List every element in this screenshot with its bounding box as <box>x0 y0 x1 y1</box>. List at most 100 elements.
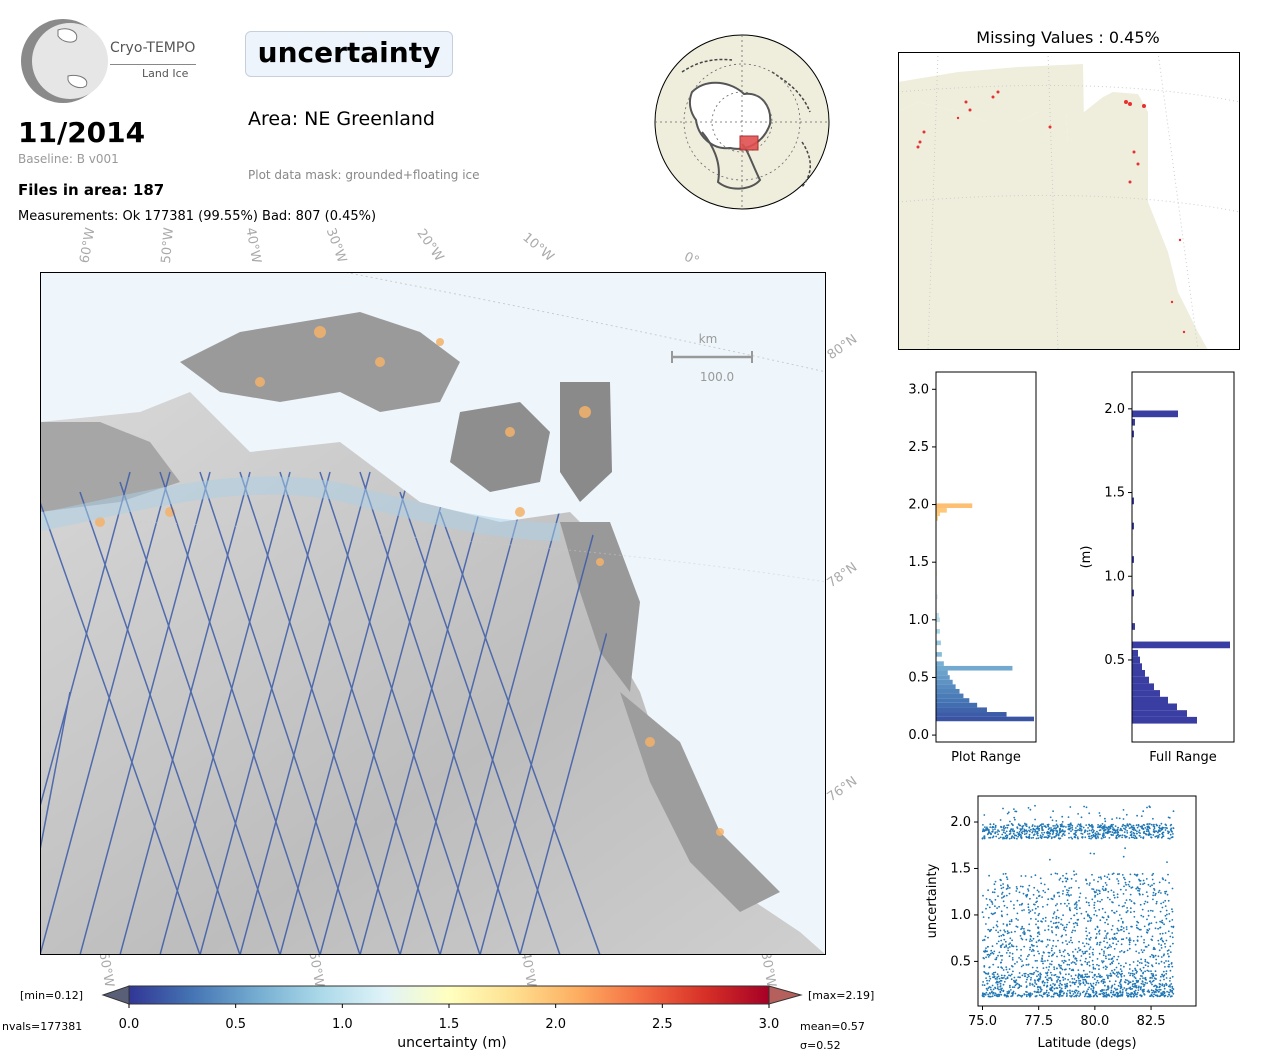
scatter-point <box>1111 958 1113 960</box>
scatter-point <box>1038 829 1040 832</box>
scatter-point <box>984 993 987 996</box>
scatter-point <box>1032 893 1035 896</box>
scatter-point <box>1065 968 1067 971</box>
scatter-point <box>1099 876 1102 879</box>
scatter-point <box>982 957 985 959</box>
scatter-point <box>1090 917 1093 920</box>
scatter-point <box>1168 920 1171 923</box>
scatter-point <box>1060 918 1063 921</box>
scatter-point <box>1093 901 1096 904</box>
scatter-point <box>1048 994 1050 997</box>
scatter-point <box>1011 945 1014 948</box>
scatter-point <box>1091 959 1094 962</box>
scatter-point <box>1165 977 1168 979</box>
scatter-point <box>1155 902 1158 905</box>
scatter-point <box>1073 978 1076 980</box>
scatter-point <box>1036 935 1039 938</box>
scatter-point <box>1118 995 1120 998</box>
scatter-point <box>1146 982 1148 984</box>
scatter-point <box>1129 873 1132 876</box>
scatter-point <box>992 988 995 991</box>
scatter-point <box>1106 966 1108 969</box>
scatter-point <box>1031 966 1034 969</box>
scatter-point <box>1126 949 1129 952</box>
scatter-point <box>1096 943 1098 946</box>
scatter-point <box>1154 954 1157 957</box>
scatter-point <box>1154 948 1156 951</box>
scatter-point <box>1006 991 1009 993</box>
scatter-point <box>1140 982 1143 985</box>
scatter-point <box>1038 933 1041 935</box>
scatter-point <box>1125 926 1128 928</box>
scatter-point <box>1088 916 1091 919</box>
scatter-point <box>1116 973 1119 975</box>
scatter-point <box>1092 967 1095 970</box>
scatter-point <box>1094 910 1097 912</box>
scatter-point <box>1045 945 1048 948</box>
scatter-point <box>1046 831 1049 833</box>
scatter-point <box>1169 945 1172 948</box>
scatter-point <box>1044 836 1046 838</box>
scatter-point <box>1008 974 1010 977</box>
scatter-point <box>1006 971 1009 974</box>
scatter-point <box>1078 899 1080 902</box>
scatter-point <box>1126 832 1129 834</box>
scatter-point <box>1101 907 1104 910</box>
scatter-point <box>1085 957 1087 960</box>
scatter-point <box>1088 932 1091 934</box>
scatter-point <box>1120 978 1122 981</box>
scatter-point <box>1106 941 1109 944</box>
scatter-point <box>1062 914 1064 917</box>
scatter-point <box>1047 828 1050 831</box>
scatter-point <box>1080 816 1083 819</box>
scatter-point <box>1117 880 1120 882</box>
scatter-point <box>1055 835 1057 837</box>
scatter-point <box>1077 977 1080 980</box>
scatter-point <box>1138 952 1140 954</box>
scatter-point <box>1053 895 1056 898</box>
scatter-point <box>1027 973 1029 976</box>
scatter-point <box>1017 976 1020 978</box>
scatter-point <box>999 990 1002 993</box>
scatter-point <box>1032 948 1034 951</box>
scatter-point <box>1001 959 1003 961</box>
scatter-point <box>1092 953 1094 956</box>
scatter-point <box>1098 975 1100 978</box>
scatter-point <box>1068 832 1070 835</box>
scatter-point <box>1069 984 1072 987</box>
scatter-point <box>1021 885 1024 888</box>
scatter-point <box>1105 991 1108 994</box>
scatter-point <box>989 977 992 980</box>
scatter-point <box>1162 991 1165 993</box>
scatter-point <box>1041 958 1043 960</box>
scatter-point <box>1091 873 1093 876</box>
scatter-point <box>1087 833 1089 835</box>
scatter-point <box>1101 961 1104 964</box>
scatter-point <box>1074 829 1077 832</box>
scatter-point <box>1023 972 1026 975</box>
scatter-point <box>990 912 993 915</box>
scatter-point <box>1002 826 1005 829</box>
scatter-point <box>1139 928 1142 931</box>
scatter-point <box>1098 930 1100 933</box>
scatter-point <box>1128 972 1130 974</box>
scatter-point <box>1057 978 1059 981</box>
scatter-point <box>1001 915 1003 918</box>
scatter-point <box>1045 991 1048 994</box>
scatter-point <box>1143 832 1145 835</box>
scatter-point <box>1075 989 1078 992</box>
scatter-point <box>1159 979 1162 982</box>
scatter-point <box>1085 992 1087 995</box>
scatter-point <box>1048 977 1050 979</box>
scatter-point <box>1105 884 1108 886</box>
scatter-point <box>1058 993 1061 996</box>
scatter-point <box>1062 950 1065 953</box>
scatter-point <box>1019 885 1022 888</box>
scatter-point <box>1030 828 1032 831</box>
scatter-point <box>1089 939 1091 941</box>
scatter-xlabel: Latitude (degs) <box>1037 1036 1136 1051</box>
scatter-point <box>1064 960 1067 962</box>
scatter-point <box>1060 990 1063 993</box>
scatter-point <box>1117 826 1119 829</box>
scatter-point <box>1094 928 1097 931</box>
